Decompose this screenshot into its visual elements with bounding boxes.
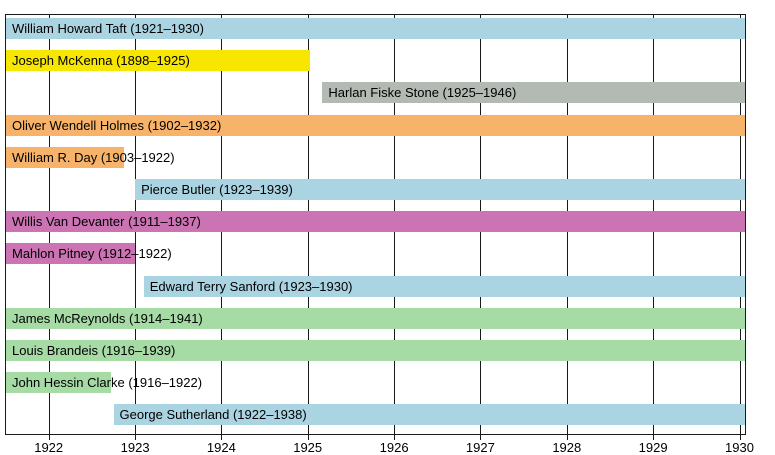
timeline-bar: Joseph McKenna (1898–1925) xyxy=(6,50,310,72)
timeline-bar-label: Oliver Wendell Holmes (1902–1932) xyxy=(12,117,222,133)
timeline-bar: William Howard Taft (1921–1930) xyxy=(6,18,745,39)
timeline-bar: James McReynolds (1914–1941) xyxy=(6,307,745,329)
timeline-bar-label: James McReynolds (1914–1941) xyxy=(12,310,203,326)
timeline-bar: Edward Terry Sanford (1923–1930) xyxy=(143,275,745,297)
timeline-bar-label: Willis Van Devanter (1911–1937) xyxy=(12,214,201,230)
timeline-bar-label: George Sutherland (1922–1938) xyxy=(119,407,307,423)
timeline-bar: George Sutherland (1922–1938) xyxy=(113,404,745,426)
axis-tick-label-1923: 1923 xyxy=(120,440,150,455)
axis-tick-label-1929: 1929 xyxy=(638,440,668,455)
axis-tick-label-1922: 1922 xyxy=(34,440,64,455)
timeline-bar-label: Joseph McKenna (1898–1925) xyxy=(12,53,190,69)
axis-tick-label-1928: 1928 xyxy=(552,440,582,455)
axis-tick-1924 xyxy=(221,434,223,440)
axis-tick-label-1924: 1924 xyxy=(206,440,236,455)
timeline-bar-label: William Howard Taft (1921–1930) xyxy=(12,21,204,36)
axis-tick-label-1927: 1927 xyxy=(465,440,495,455)
axis-tick-1928 xyxy=(566,434,568,440)
axis-tick-label-1930: 1930 xyxy=(725,440,754,455)
timeline-bar-label: William R. Day (1903–1922) xyxy=(12,149,175,165)
timeline-bar-label: Harlan Fiske Stone (1925–1946) xyxy=(328,85,517,101)
timeline-bar: William R. Day (1903–1922) xyxy=(6,146,175,168)
axis-tick-1926 xyxy=(394,434,396,440)
timeline-bar: Mahlon Pitney (1912–1922) xyxy=(6,243,172,265)
axis-tick-1927 xyxy=(480,434,482,440)
axis-tick-1925 xyxy=(307,434,309,440)
axis-tick-1922 xyxy=(48,434,50,440)
timeline-bar-label: Edward Terry Sanford (1923–1930) xyxy=(149,278,353,294)
timeline-bar-label: Pierce Butler (1923–1939) xyxy=(141,182,293,197)
timeline-bar: Pierce Butler (1923–1939) xyxy=(135,179,746,200)
timeline-bar: Oliver Wendell Holmes (1902–1932) xyxy=(6,114,745,136)
timeline-bar: Harlan Fiske Stone (1925–1946) xyxy=(322,82,745,104)
timeline-bar: John Hessin Clarke (1916–1922) xyxy=(6,372,202,394)
plot-area: William Howard Taft (1921–1930) Joseph Mc… xyxy=(5,14,746,435)
timeline-bar-label: Mahlon Pitney (1912–1922) xyxy=(12,246,172,262)
timeline-bar: Willis Van Devanter (1911–1937) xyxy=(6,211,745,233)
timeline-bar-label: Louis Brandeis (1916–1939) xyxy=(12,343,176,358)
axis-tick-1930 xyxy=(739,434,741,440)
axis-tick-1929 xyxy=(653,434,655,440)
axis-tick-label-1925: 1925 xyxy=(293,440,323,455)
axis-tick-1923 xyxy=(135,434,137,440)
axis-tick-label-1926: 1926 xyxy=(379,440,409,455)
timeline-bar-label: John Hessin Clarke (1916–1922) xyxy=(12,375,203,391)
timeline-bar: Louis Brandeis (1916–1939) xyxy=(6,340,745,361)
